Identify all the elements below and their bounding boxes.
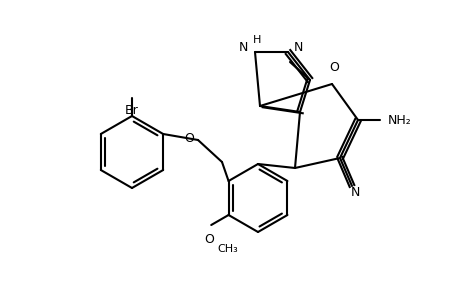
Text: O: O (328, 61, 338, 74)
Text: O: O (204, 233, 214, 246)
Text: H: H (252, 35, 261, 45)
Text: N: N (238, 40, 247, 53)
Text: Br: Br (125, 104, 139, 117)
Text: CH₃: CH₃ (217, 244, 237, 254)
Text: N: N (293, 40, 303, 53)
Text: O: O (184, 131, 194, 145)
Text: N: N (350, 187, 359, 200)
Text: NH₂: NH₂ (387, 113, 411, 127)
